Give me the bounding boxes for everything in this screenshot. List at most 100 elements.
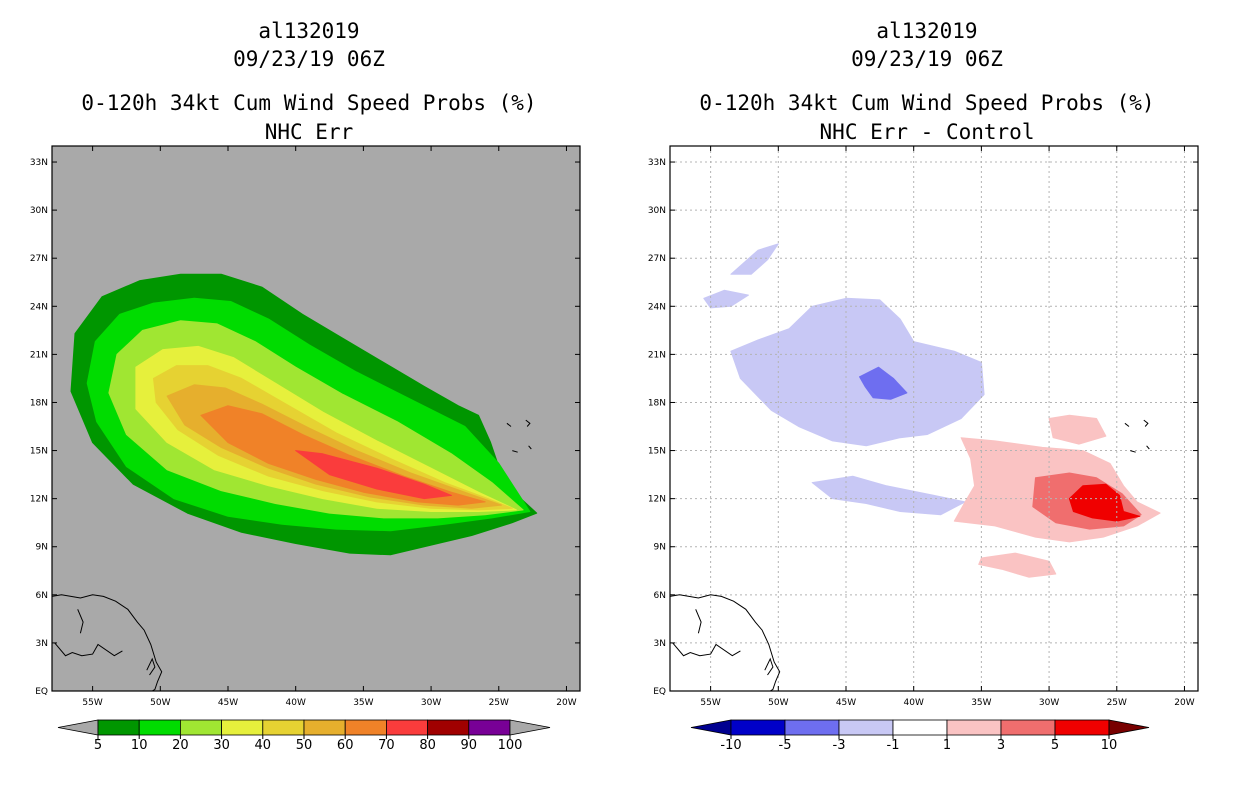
- coastline-south-america: [51, 594, 163, 692]
- x-tick-label: 30W: [1039, 698, 1059, 708]
- x-tick-label: 50W: [150, 698, 170, 708]
- y-tick-label: 3N: [654, 639, 666, 649]
- colorbar-label: -1: [887, 738, 900, 753]
- y-tick-label: 6N: [654, 591, 666, 601]
- datetime: 09/23/19 06Z: [851, 47, 1003, 71]
- y-tick-label: 3N: [36, 639, 48, 649]
- chart-subtitle: NHC Err: [265, 120, 354, 144]
- y-tick-label: 24N: [648, 302, 666, 312]
- colorbar-swatch: [892, 719, 948, 736]
- colorbar: 5 10 20 30 40 50 60 70 80 90 100: [57, 719, 551, 753]
- panel-left: al132019 09/23/19 06Z 0-120h 34kt Cum Wi…: [30, 19, 581, 753]
- x-tick-label: 35W: [971, 698, 991, 708]
- border-line: [672, 642, 741, 657]
- colorbar-label: 5: [94, 738, 102, 753]
- colorbar-swatch: [344, 719, 387, 736]
- colorbar-label: 1: [943, 738, 951, 753]
- y-tick-label: 9N: [36, 543, 48, 553]
- y-tick-label: EQ: [35, 687, 48, 697]
- colorbar-swatch: [303, 719, 346, 736]
- y-tick-label: 12N: [30, 495, 48, 505]
- y-tick-label: 21N: [648, 350, 666, 360]
- y-tick-label: 33N: [648, 158, 666, 168]
- colorbar-label: 5: [1051, 738, 1059, 753]
- y-tick-label: 21N: [30, 350, 48, 360]
- coastline-island: [764, 657, 774, 676]
- colorbar-swatch: [946, 719, 1002, 736]
- contour-1: [978, 552, 1057, 578]
- colorbar-swatch: [385, 719, 428, 736]
- chart-title: 0-120h 34kt Cum Wind Speed Probs (%): [699, 91, 1154, 115]
- y-tick-label: 15N: [648, 447, 666, 457]
- colorbar-label: 60: [337, 738, 354, 753]
- x-tick-label: 25W: [489, 698, 509, 708]
- colorbar-label: -5: [779, 738, 792, 753]
- y-tick-label: 24N: [30, 302, 48, 312]
- x-tick-label: 40W: [904, 698, 924, 708]
- contour-neg3: [811, 475, 966, 516]
- contour-neg3: [703, 289, 749, 309]
- coastline: [669, 419, 1150, 692]
- colorbar-label: 20: [172, 738, 189, 753]
- colorbar-label: 100: [498, 738, 523, 753]
- cape-verde-islands: [1124, 422, 1130, 427]
- y-tick-label: 18N: [30, 398, 48, 408]
- x-tick-label: 45W: [218, 698, 238, 708]
- y-tick-label: 30N: [30, 206, 48, 216]
- colorbar-under-arrow: [57, 719, 99, 736]
- colorbar-over-arrow: [1108, 719, 1150, 736]
- colorbar-swatch: [730, 719, 786, 736]
- colorbar: -10 -5 -3 -1 1 3 5 10: [690, 719, 1150, 753]
- cape-verde-islands: [528, 445, 532, 450]
- storm-id: al132019: [258, 19, 359, 43]
- colorbar-label: 70: [378, 738, 395, 753]
- storm-id: al132019: [876, 19, 977, 43]
- coastline-island: [146, 657, 156, 676]
- x-tick-label: 25W: [1107, 698, 1127, 708]
- colorbar-label: 80: [419, 738, 436, 753]
- x-tick-label: 45W: [836, 698, 856, 708]
- colorbar-under-arrow: [690, 719, 732, 736]
- colorbar-label: 3: [997, 738, 1005, 753]
- x-tick-label: 50W: [768, 698, 788, 708]
- y-tick-label: 30N: [648, 206, 666, 216]
- contour-neg3: [730, 243, 779, 275]
- x-tick-label: 30W: [421, 698, 441, 708]
- x-tick-label: 55W: [700, 698, 720, 708]
- y-tick-label: 27N: [30, 254, 48, 264]
- datetime: 09/23/19 06Z: [233, 47, 385, 71]
- colorbar-swatch: [138, 719, 181, 736]
- coastline-south-america: [669, 594, 781, 692]
- cape-verde-islands: [512, 450, 518, 453]
- contour-70: [295, 450, 452, 500]
- colorbar-label: 50: [296, 738, 313, 753]
- colorbar-label: 30: [213, 738, 230, 753]
- colorbar-swatch: [97, 719, 140, 736]
- colorbar-swatch: [1054, 719, 1110, 736]
- border-line: [54, 642, 123, 657]
- plot-frame: [669, 145, 1199, 692]
- colorbar-swatch: [784, 719, 840, 736]
- y-tick-label: 9N: [654, 543, 666, 553]
- contour-neg5: [859, 366, 908, 400]
- chart-subtitle: NHC Err - Control: [820, 120, 1035, 144]
- colorbar-label: 40: [255, 738, 272, 753]
- y-tick-label: 6N: [36, 591, 48, 601]
- x-tick-label: 20W: [556, 698, 576, 708]
- cape-verde-islands: [1130, 450, 1136, 453]
- contour-1: [1048, 414, 1107, 445]
- y-tick-label: 18N: [648, 398, 666, 408]
- colorbar-swatch: [468, 719, 511, 736]
- cape-verde-islands: [525, 419, 531, 427]
- y-tick-label: 27N: [648, 254, 666, 264]
- colorbar-swatch: [838, 719, 894, 736]
- plot-frame: [51, 145, 581, 692]
- cape-verde-islands: [1143, 419, 1149, 427]
- x-tick-label: 20W: [1174, 698, 1194, 708]
- panel-right: al132019 09/23/19 06Z 0-120h 34kt Cum Wi…: [648, 19, 1199, 753]
- colorbar-label: -10: [720, 738, 741, 753]
- x-tick-label: 35W: [353, 698, 373, 708]
- colorbar-label: 10: [131, 738, 148, 753]
- colorbar-over-arrow: [509, 719, 551, 736]
